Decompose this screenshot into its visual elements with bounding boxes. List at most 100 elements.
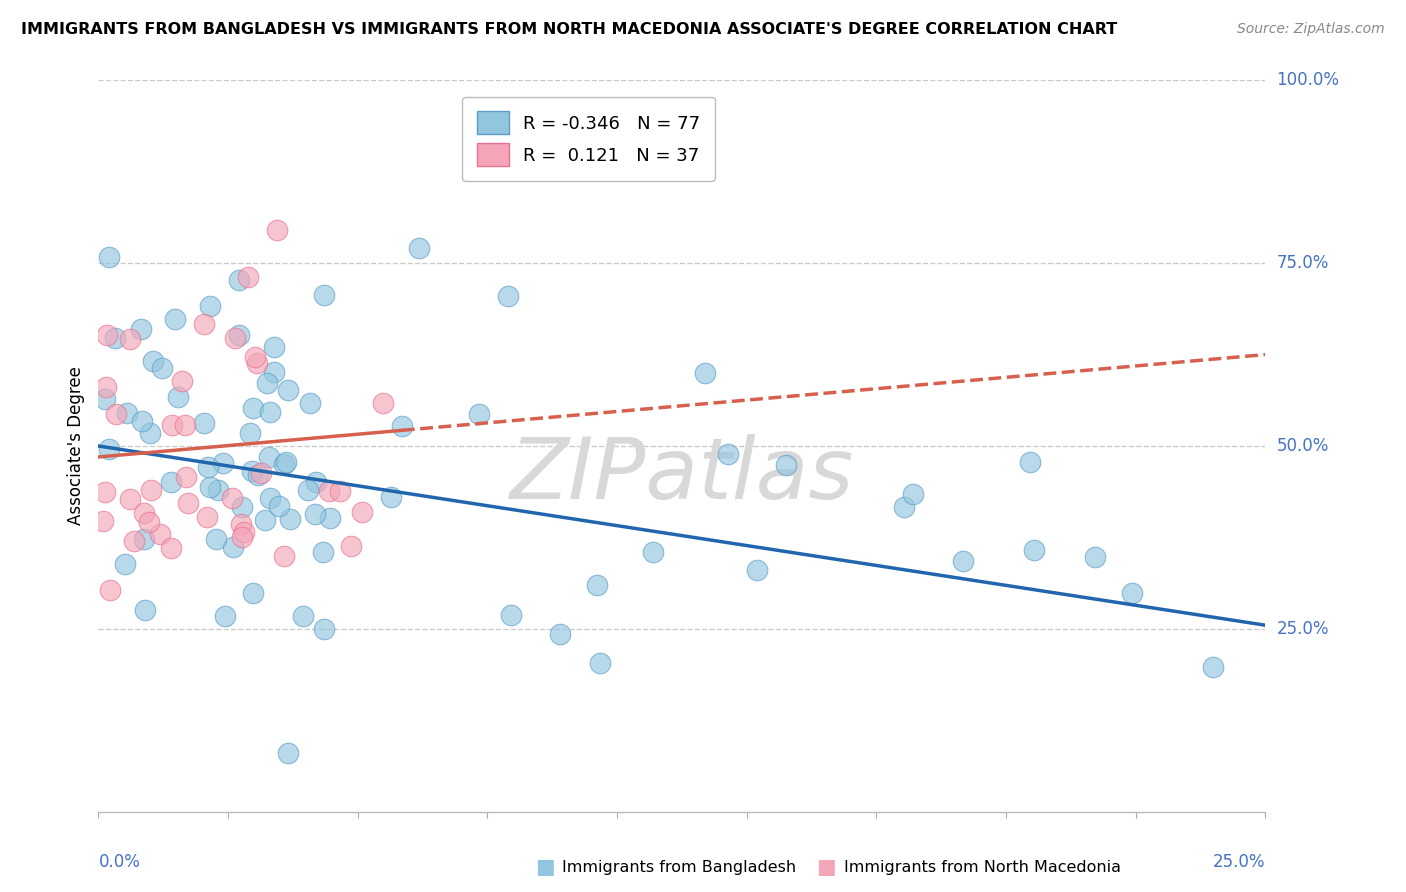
Point	[468, 407, 491, 421]
Text: 50.0%: 50.0%	[1277, 437, 1329, 455]
Point	[231, 500, 253, 514]
Point	[170, 374, 193, 388]
Point	[149, 527, 172, 541]
Point	[160, 475, 183, 490]
Text: 25.0%: 25.0%	[1277, 620, 1329, 638]
Point	[160, 418, 183, 433]
Point	[1202, 659, 1225, 673]
Point	[193, 416, 215, 430]
Point	[193, 318, 215, 332]
Point	[231, 530, 253, 544]
Point	[242, 464, 264, 478]
Point	[499, 608, 522, 623]
Point	[228, 328, 250, 343]
Point	[98, 251, 121, 265]
Point	[717, 447, 740, 461]
Point	[228, 272, 250, 286]
Point	[259, 405, 281, 419]
Point	[159, 541, 181, 555]
Point	[1018, 455, 1040, 469]
Point	[197, 460, 219, 475]
Point	[114, 557, 136, 571]
Point	[242, 401, 264, 416]
Point	[586, 578, 609, 592]
Text: 75.0%: 75.0%	[1277, 254, 1329, 272]
Point	[207, 483, 229, 497]
Point	[239, 425, 262, 440]
Point	[122, 534, 145, 549]
Text: 25.0%: 25.0%	[1213, 854, 1265, 871]
Y-axis label: Associate's Degree: Associate's Degree	[66, 367, 84, 525]
Point	[224, 331, 246, 345]
Point	[496, 289, 519, 303]
Point	[408, 241, 430, 255]
Point	[263, 365, 285, 379]
Point	[254, 513, 277, 527]
Point	[177, 496, 200, 510]
Point	[214, 609, 236, 624]
Point	[117, 405, 139, 419]
Point	[221, 491, 243, 506]
Point	[139, 483, 162, 497]
Point	[246, 356, 269, 370]
Point	[775, 458, 797, 472]
Point	[352, 505, 374, 519]
Point	[166, 390, 188, 404]
Point	[96, 328, 118, 343]
Point	[297, 483, 319, 498]
Point	[259, 491, 281, 505]
Text: 100.0%: 100.0%	[1277, 71, 1340, 89]
Text: ■: ■	[536, 857, 562, 877]
Point	[233, 525, 256, 540]
Point	[195, 509, 218, 524]
Point	[94, 380, 117, 394]
Point	[204, 533, 226, 547]
Text: Immigrants from Bangladesh: Immigrants from Bangladesh	[562, 860, 797, 874]
Point	[318, 483, 340, 498]
Point	[329, 483, 352, 498]
Point	[298, 396, 321, 410]
Point	[104, 331, 127, 345]
Point	[131, 413, 153, 427]
Point	[94, 484, 117, 499]
Point	[312, 622, 335, 636]
Point	[380, 490, 402, 504]
Point	[222, 540, 245, 554]
Point	[94, 392, 117, 407]
Point	[246, 468, 269, 483]
Point	[641, 545, 664, 559]
Point	[132, 506, 155, 520]
Point	[276, 455, 298, 469]
Point	[256, 376, 278, 390]
Point	[1084, 549, 1107, 564]
Point	[198, 299, 221, 313]
Point	[373, 395, 395, 409]
Point	[1022, 542, 1045, 557]
Point	[277, 384, 299, 398]
Point	[257, 450, 280, 464]
Point	[291, 609, 314, 624]
Point	[550, 627, 572, 641]
Point	[305, 475, 328, 490]
Point	[104, 407, 127, 421]
Point	[266, 223, 288, 237]
Point	[277, 746, 299, 760]
Text: Source: ZipAtlas.com: Source: ZipAtlas.com	[1237, 22, 1385, 37]
Point	[312, 288, 335, 302]
Point	[893, 500, 915, 514]
Text: ZIPatlas: ZIPatlas	[510, 434, 853, 516]
Point	[139, 425, 162, 440]
Point	[142, 354, 165, 368]
Legend: R = -0.346   N = 77, R =  0.121   N = 37: R = -0.346 N = 77, R = 0.121 N = 37	[463, 96, 716, 181]
Point	[150, 360, 173, 375]
Text: IMMIGRANTS FROM BANGLADESH VS IMMIGRANTS FROM NORTH MACEDONIA ASSOCIATE'S DEGREE: IMMIGRANTS FROM BANGLADESH VS IMMIGRANTS…	[21, 22, 1118, 37]
Point	[304, 507, 326, 521]
Point	[236, 270, 259, 285]
Point	[263, 340, 285, 354]
Point	[250, 466, 273, 480]
Point	[1121, 586, 1143, 600]
Point	[134, 603, 156, 617]
Point	[138, 516, 160, 530]
Point	[120, 332, 142, 346]
Point	[91, 514, 114, 528]
